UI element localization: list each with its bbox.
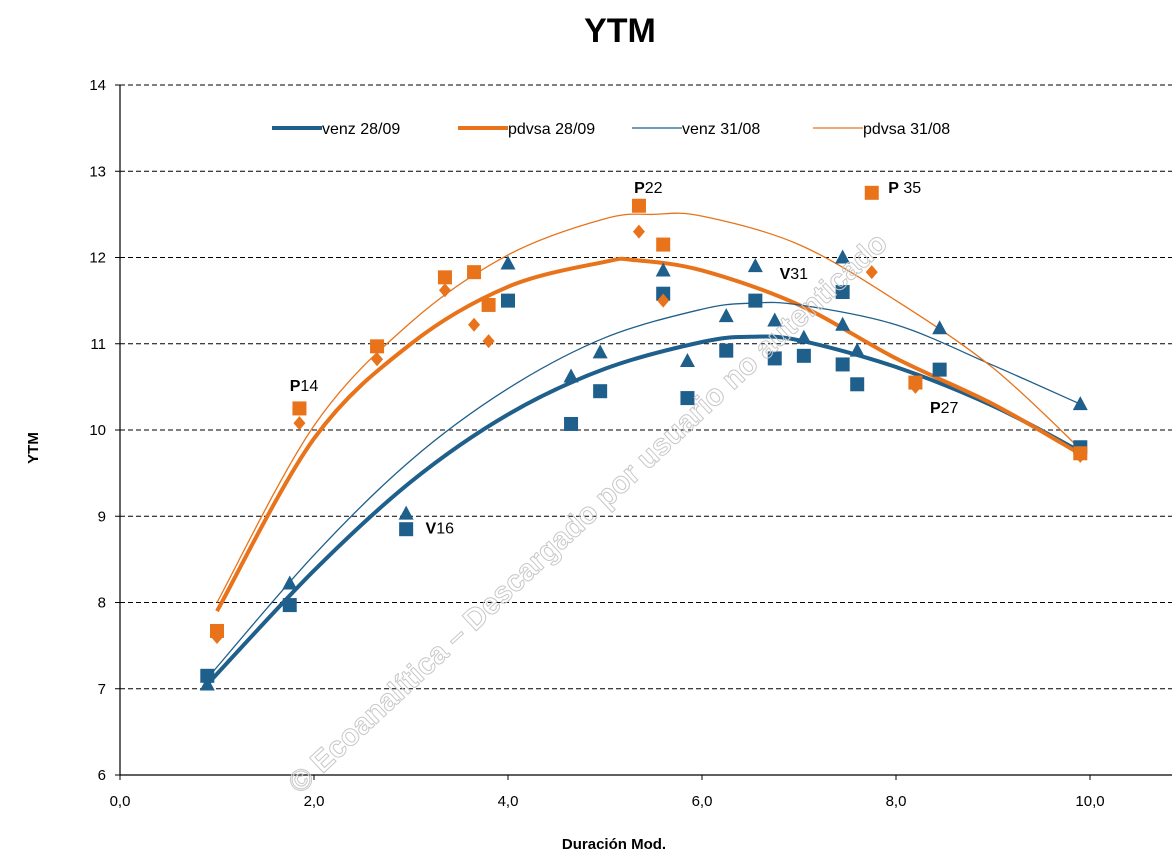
- marker-venz-28-09: [850, 377, 865, 392]
- marker-pdvsa-31-08: [909, 379, 922, 394]
- legend-label: venz 31/08: [682, 121, 760, 138]
- marker-venz-28-09: [680, 391, 695, 406]
- x-axis-label: Duración Mod.: [562, 836, 666, 853]
- x-tick-label: 6,0: [692, 793, 713, 810]
- marker-venz-31-08: [282, 575, 298, 590]
- chart-title: YTM: [584, 12, 656, 50]
- marker-venz-31-08: [398, 505, 414, 520]
- marker-pdvsa-31-08: [438, 283, 451, 298]
- point-label: P14: [290, 378, 319, 395]
- y-tick-label: 9: [98, 508, 106, 525]
- y-tick-label: 10: [89, 422, 106, 439]
- marker-venz-31-08: [199, 676, 215, 691]
- marker-venz-28-09: [564, 416, 579, 431]
- trend-lines: [205, 212, 1082, 686]
- marker-venz-31-08: [835, 249, 851, 264]
- marker-venz-28-09: [200, 668, 215, 683]
- y-tick-label: 6: [98, 767, 106, 784]
- marker-venz-31-08: [592, 344, 608, 359]
- y-axis-label: YTM: [25, 432, 42, 464]
- marker-venz-31-08: [849, 342, 865, 357]
- y-tick-label: 12: [89, 250, 106, 267]
- marker-venz-28-09: [835, 357, 850, 372]
- marker-venz-28-09: [719, 343, 734, 358]
- x-tick-label: 0,0: [110, 793, 131, 810]
- trend-line-venz-31-08: [206, 301, 1081, 679]
- marker-pdvsa-28-09: [864, 185, 879, 200]
- legend-label: pdvsa 28/09: [508, 121, 595, 138]
- marker-venz-28-09: [835, 285, 850, 299]
- x-tick-label: 2,0: [304, 793, 325, 810]
- trend-line-pdvsa-28-09: [215, 256, 1082, 613]
- marker-pdvsa-31-08: [1074, 448, 1087, 463]
- marker-venz-28-09: [399, 522, 414, 537]
- y-tick-label: 7: [98, 681, 106, 698]
- tick-labels: 6 7 8 9 10 11 12 13 14 0,0 2,0 4,0 6,0 8,0 10,0: [89, 77, 1104, 810]
- marker-venz-28-09: [767, 351, 782, 366]
- point-label: P22: [634, 180, 663, 197]
- marker-pdvsa-28-09: [656, 237, 671, 252]
- marker-venz-31-08: [500, 255, 516, 270]
- marker-venz-28-09: [593, 384, 608, 399]
- marker-venz-28-09: [501, 293, 515, 308]
- marker-pdvsa-31-08: [293, 416, 306, 431]
- legend: venz 28/09 pdvsa 28/09 venz 31/08 pdvsa 31/…: [272, 121, 950, 138]
- point-annotations: P14 V16 P22 V31 P 35 P27: [290, 180, 959, 538]
- marker-pdvsa-28-09: [467, 265, 482, 280]
- point-label: P27: [930, 400, 959, 417]
- marker-pdvsa-31-08: [371, 352, 384, 367]
- marker-pdvsa-31-08: [482, 334, 495, 349]
- marker-venz-31-08: [563, 368, 579, 383]
- marker-venz-31-08: [932, 320, 948, 335]
- marker-venz-28-09: [748, 293, 763, 308]
- marker-pdvsa-31-08: [632, 224, 645, 239]
- y-tick-label: 13: [89, 163, 106, 180]
- point-label: P 35: [888, 180, 921, 197]
- point-label: V31: [780, 266, 809, 283]
- trend-line-venz-28-09: [205, 334, 1082, 686]
- data-markers: [199, 185, 1088, 691]
- marker-pdvsa-28-09: [481, 297, 496, 312]
- marker-pdvsa-28-09: [292, 401, 307, 416]
- marker-pdvsa-31-08: [657, 293, 670, 308]
- marker-pdvsa-28-09: [370, 339, 385, 354]
- marker-venz-31-08: [655, 262, 671, 277]
- marker-venz-31-08: [718, 308, 734, 323]
- marker-venz-31-08: [796, 329, 812, 344]
- marker-venz-31-08: [1072, 396, 1088, 411]
- plot-axes: [115, 84, 1172, 780]
- x-tick-label: 4,0: [498, 793, 519, 810]
- legend-label: pdvsa 31/08: [863, 121, 950, 138]
- marker-pdvsa-31-08: [865, 265, 878, 280]
- grid-lines: [120, 84, 1172, 690]
- marker-venz-28-09: [932, 362, 947, 377]
- x-tick-label: 10,0: [1075, 793, 1104, 810]
- marker-venz-31-08: [835, 316, 851, 331]
- y-tick-label: 14: [89, 77, 106, 94]
- marker-venz-31-08: [767, 312, 783, 327]
- legend-label: venz 28/09: [322, 121, 400, 138]
- point-label: V16: [426, 521, 455, 538]
- marker-venz-28-09: [796, 348, 811, 363]
- marker-venz-28-09: [282, 598, 297, 613]
- y-tick-label: 11: [90, 336, 106, 353]
- marker-venz-31-08: [747, 258, 763, 273]
- marker-pdvsa-28-09: [437, 270, 452, 285]
- marker-pdvsa-28-09: [631, 198, 646, 213]
- x-tick-label: 8,0: [886, 793, 907, 810]
- marker-venz-31-08: [679, 353, 695, 367]
- trend-line-pdvsa-31-08: [216, 212, 1081, 603]
- marker-pdvsa-31-08: [211, 630, 223, 644]
- marker-pdvsa-31-08: [468, 317, 481, 332]
- y-tick-label: 8: [98, 595, 106, 612]
